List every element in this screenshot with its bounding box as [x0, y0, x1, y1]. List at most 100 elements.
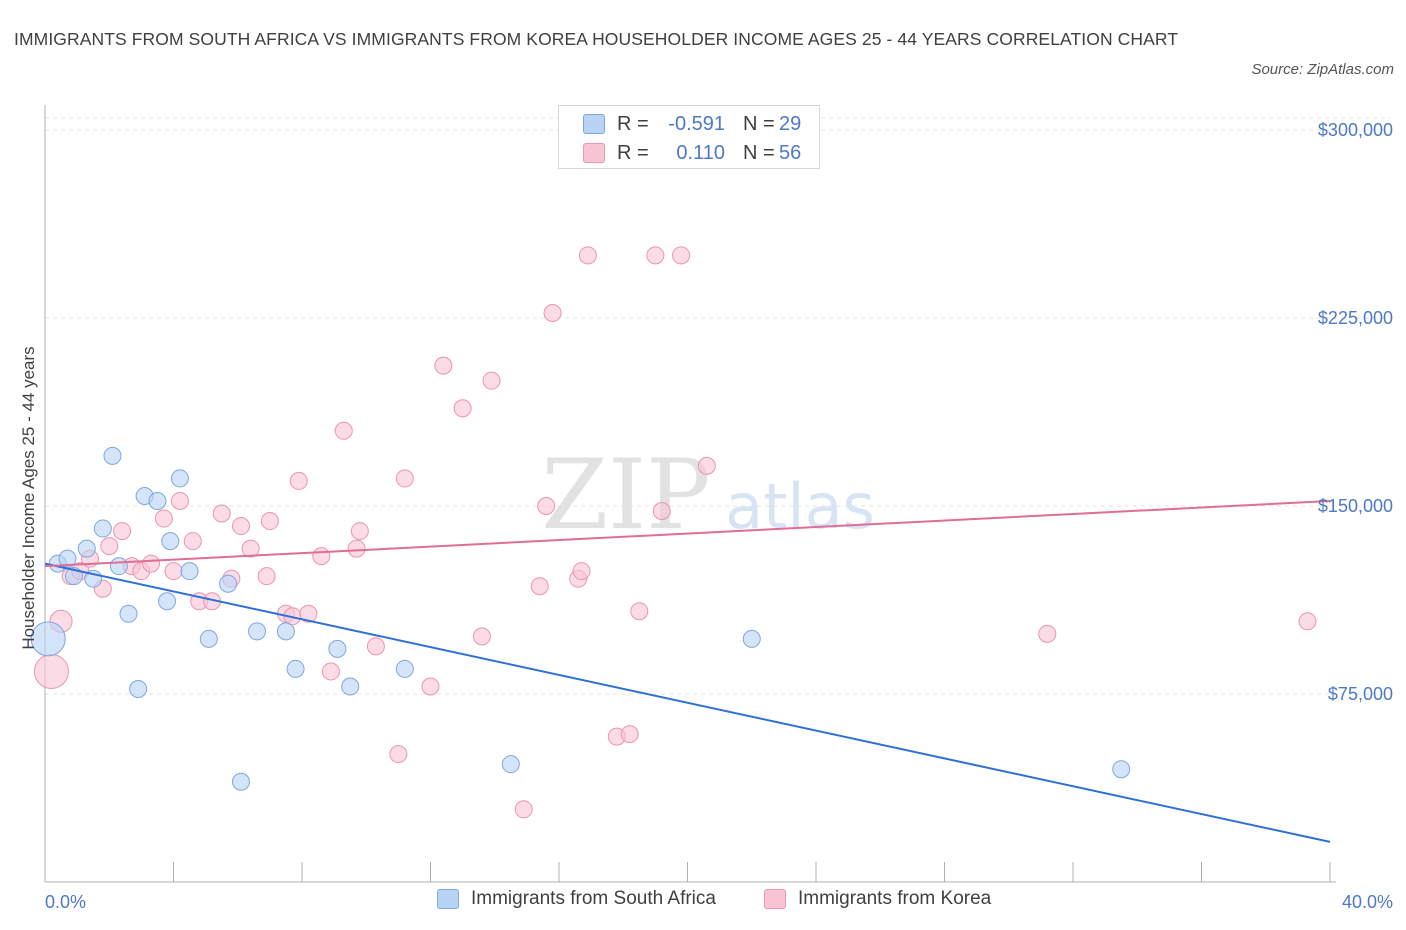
- y-tick-label: $225,000: [1318, 308, 1393, 328]
- korea-point: [482, 371, 501, 390]
- legend-swatch-south-africa: [583, 114, 605, 134]
- korea-point: [572, 562, 591, 581]
- korea-point: [421, 677, 440, 696]
- watermark-zip: ZIP: [541, 439, 710, 551]
- trend-line-south-africa: [44, 562, 1331, 843]
- south-africa-point: [328, 639, 347, 658]
- korea-point: [620, 725, 639, 744]
- south-africa-point: [180, 562, 199, 581]
- korea-point: [113, 522, 132, 541]
- south-africa-point: [1112, 760, 1131, 779]
- korea-point: [472, 627, 491, 646]
- south-africa-point: [395, 659, 414, 678]
- korea-point: [389, 745, 408, 764]
- south-africa-point: [742, 629, 761, 648]
- korea-point: [395, 469, 414, 488]
- watermark: ZIP atlas: [541, 439, 875, 551]
- legend-r-label: R =: [617, 112, 649, 135]
- korea-point: [100, 537, 119, 556]
- legend-swatch-south-africa: [437, 889, 459, 909]
- korea-point: [33, 653, 69, 689]
- x-tick-label: 40.0%: [1342, 892, 1393, 912]
- korea-point: [241, 539, 260, 558]
- korea-point: [321, 662, 340, 681]
- series-korea-points: [33, 246, 1317, 819]
- legend-swatch-korea: [764, 889, 786, 909]
- series-south-africa-points: [30, 446, 1131, 791]
- y-axis-label: Householder Income Ages 25 - 44 years: [19, 346, 38, 649]
- south-africa-point: [170, 469, 189, 488]
- korea-point: [646, 246, 665, 265]
- korea-point: [289, 471, 308, 490]
- korea-point: [312, 547, 331, 566]
- south-africa-point: [161, 532, 180, 551]
- correlation-legend: R = -0.591 N = 29 R = 0.110 N = 56: [558, 105, 820, 169]
- south-africa-point: [129, 679, 148, 698]
- chart-title: IMMIGRANTS FROM SOUTH AFRICA VS IMMIGRAN…: [14, 29, 1179, 49]
- korea-point: [652, 502, 671, 521]
- x-tick-label: 0.0%: [45, 892, 86, 912]
- korea-point: [164, 562, 183, 581]
- legend-item-korea[interactable]: Immigrants from Korea: [764, 888, 991, 910]
- south-africa-point: [64, 567, 83, 586]
- south-africa-point: [30, 621, 66, 657]
- south-africa-point: [286, 659, 305, 678]
- south-africa-point: [276, 622, 295, 641]
- korea-point: [537, 497, 556, 515]
- korea-point: [543, 303, 562, 322]
- south-africa-point: [58, 549, 77, 568]
- legend-row-south-africa: R = -0.591 N = 29: [583, 112, 801, 136]
- korea-point: [142, 554, 161, 573]
- korea-point: [170, 491, 189, 510]
- korea-point: [578, 246, 597, 265]
- south-africa-point: [231, 772, 250, 791]
- korea-point: [1298, 612, 1317, 631]
- trend-line-korea: [44, 499, 1331, 568]
- korea-point: [334, 421, 353, 440]
- legend-label-korea: Immigrants from Korea: [798, 888, 992, 909]
- source-label: Source: ZipAtlas.com: [1251, 61, 1394, 78]
- watermark-atlas: atlas: [725, 470, 875, 543]
- y-tick-label: $300,000: [1318, 120, 1393, 140]
- legend-item-south-africa[interactable]: Immigrants from South Africa: [437, 888, 716, 910]
- korea-point: [630, 602, 649, 621]
- south-africa-point: [93, 519, 112, 538]
- south-africa-point: [501, 755, 520, 774]
- south-africa-point: [158, 592, 177, 611]
- korea-point: [697, 456, 716, 475]
- south-africa-point: [248, 622, 267, 641]
- south-africa-point: [199, 629, 218, 648]
- legend-r-value: -0.591: [668, 112, 725, 135]
- south-africa-point: [148, 491, 167, 510]
- korea-point: [434, 356, 453, 375]
- korea-point: [672, 246, 691, 265]
- legend-n-label: N =: [743, 141, 775, 164]
- korea-point: [257, 567, 276, 586]
- legend-label-south-africa: Immigrants from South Africa: [471, 888, 716, 909]
- legend-n-value: 56: [779, 141, 802, 164]
- south-africa-point: [109, 557, 128, 576]
- korea-point: [347, 539, 366, 558]
- south-africa-point: [219, 574, 238, 593]
- legend-row-korea: R = 0.110 N = 56: [583, 141, 801, 165]
- korea-point: [514, 800, 533, 819]
- south-africa-point: [341, 677, 360, 696]
- legend-r-label: R =: [617, 141, 649, 164]
- south-africa-point: [77, 539, 96, 558]
- korea-point: [183, 532, 202, 551]
- korea-point: [212, 504, 231, 523]
- korea-point: [299, 604, 318, 623]
- korea-point: [231, 517, 250, 536]
- korea-point: [1038, 624, 1057, 643]
- legend-r-value: 0.110: [676, 141, 725, 164]
- korea-point: [350, 522, 369, 541]
- legend-n-value: 29: [779, 112, 802, 135]
- south-africa-point: [119, 604, 138, 623]
- korea-point: [154, 509, 173, 528]
- korea-point: [453, 399, 472, 418]
- series-legend: Immigrants from South Africa Immigrants …: [0, 888, 1406, 916]
- legend-n-label: N =: [743, 112, 775, 135]
- trend-lines: [44, 499, 1331, 843]
- tick-labels: $75,000 $150,000 $225,000 $300,000 0.0% 40.0%: [45, 120, 1393, 912]
